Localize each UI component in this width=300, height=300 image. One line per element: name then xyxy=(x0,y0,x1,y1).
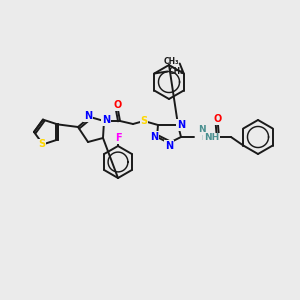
Text: O: O xyxy=(214,114,222,124)
Text: N: N xyxy=(84,111,92,121)
Text: H: H xyxy=(202,133,208,142)
Text: N: N xyxy=(165,141,173,151)
Text: N: N xyxy=(198,125,206,134)
Text: CH₃: CH₃ xyxy=(168,67,184,76)
Text: N: N xyxy=(102,115,110,125)
Text: NH: NH xyxy=(204,134,219,142)
Text: N: N xyxy=(177,120,185,130)
Text: O: O xyxy=(114,100,122,110)
Text: S: S xyxy=(140,116,148,126)
Text: S: S xyxy=(38,140,46,149)
Text: CH₃: CH₃ xyxy=(163,57,179,66)
Text: F: F xyxy=(115,133,121,143)
Text: N: N xyxy=(150,132,158,142)
